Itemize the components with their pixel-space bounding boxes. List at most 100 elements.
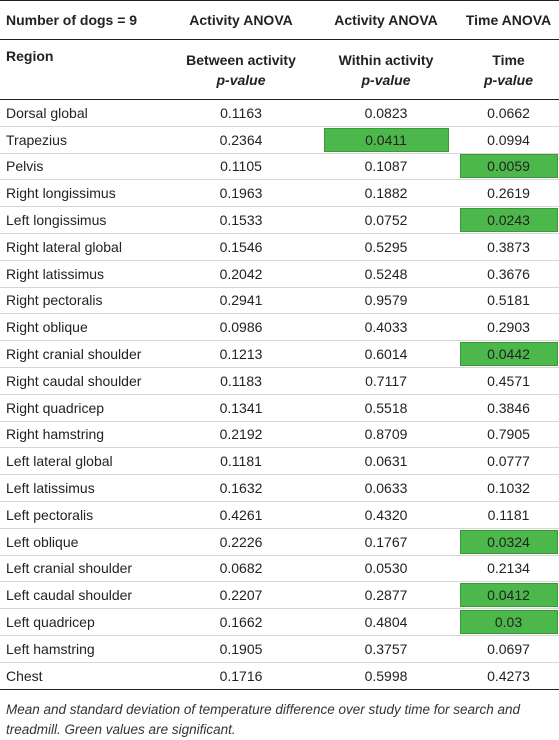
- table-row: Right lateral global 0.1546 0.5295 0.3873: [0, 233, 559, 261]
- between-activity-pvalue-cell: 0.1533: [168, 206, 314, 234]
- between-activity-pvalue-cell: 0.1632: [168, 474, 314, 502]
- region-cell: Left oblique: [0, 528, 168, 556]
- region-cell: Left longissimus: [0, 206, 168, 234]
- within-activity-pvalue-cell: 0.0633: [314, 474, 458, 502]
- time-pvalue-cell: 0.4273: [458, 662, 559, 690]
- region-cell: Left cranial shoulder: [0, 555, 168, 583]
- table-row: Left lateral global 0.1181 0.0631 0.0777: [0, 447, 559, 476]
- region-cell: Left hamstring: [0, 635, 168, 663]
- within-activity-pvalue-cell: 0.5998: [314, 662, 458, 690]
- table-row: Trapezius 0.2364 0.0411 0.0994: [0, 126, 559, 154]
- table-row: Left hamstring 0.1905 0.3757 0.0697: [0, 635, 559, 663]
- between-activity-pvalue-cell: 0.1963: [168, 179, 314, 208]
- table-row: Right pectoralis 0.2941 0.9579 0.5181: [0, 287, 559, 315]
- within-activity-pvalue-cell: 0.0823: [314, 99, 458, 127]
- header-pvalue-label: p-value: [483, 71, 533, 88]
- header-activity-anova-between: Activity ANOVA: [168, 0, 314, 40]
- table-row: Left latissimus 0.1632 0.0633 0.1032: [0, 474, 559, 502]
- time-pvalue-cell: 0.3873: [458, 233, 559, 261]
- between-activity-pvalue-cell: 0.1105: [168, 153, 314, 181]
- header-between-activity: Between activity p-value: [168, 39, 314, 100]
- within-activity-pvalue-cell: 0.1087: [314, 153, 458, 181]
- time-pvalue-cell: 0.0777: [458, 447, 559, 476]
- between-activity-pvalue-cell: 0.0682: [168, 555, 314, 583]
- header-pvalue-label: p-value: [361, 71, 411, 88]
- between-activity-pvalue-cell: 0.2226: [168, 528, 314, 556]
- region-cell: Right cranial shoulder: [0, 340, 168, 368]
- table-row: Chest 0.1716 0.5998 0.4273: [0, 662, 559, 690]
- header-dog-count: Number of dogs = 9: [0, 0, 168, 40]
- table-row: Right cranial shoulder 0.1213 0.6014 0.0442: [0, 340, 559, 368]
- within-activity-pvalue-cell: 0.5518: [314, 394, 458, 422]
- time-pvalue-cell: 0.03: [458, 608, 559, 636]
- header-within-activity-label: Within activity: [338, 51, 434, 68]
- header-time-anova: Time ANOVA: [458, 0, 559, 40]
- header-between-activity-label: Between activity: [186, 51, 296, 68]
- time-pvalue-cell: 0.0412: [458, 581, 559, 610]
- significant-value-highlight: 0.0059: [459, 154, 558, 179]
- between-activity-pvalue-cell: 0.1213: [168, 340, 314, 368]
- region-cell: Trapezius: [0, 126, 168, 154]
- region-cell: Right caudal shoulder: [0, 367, 168, 395]
- significant-value-highlight: 0.0324: [459, 529, 558, 554]
- header-region: Region: [0, 39, 168, 100]
- region-cell: Right latissimus: [0, 260, 168, 288]
- region-cell: Right oblique: [0, 313, 168, 342]
- within-activity-pvalue-cell: 0.3757: [314, 635, 458, 663]
- region-cell: Pelvis: [0, 153, 168, 181]
- within-activity-pvalue-cell: 0.7117: [314, 367, 458, 395]
- region-cell: Right quadricep: [0, 394, 168, 422]
- significant-value-highlight: 0.0243: [459, 208, 558, 233]
- region-cell: Right pectoralis: [0, 287, 168, 315]
- within-activity-pvalue-cell: 0.0411: [314, 126, 458, 154]
- region-cell: Left caudal shoulder: [0, 581, 168, 610]
- table-caption: Mean and standard deviation of temperatu…: [6, 701, 521, 737]
- within-activity-pvalue-cell: 0.0752: [314, 206, 458, 234]
- time-pvalue-cell: 0.0243: [458, 206, 559, 234]
- time-pvalue-cell: 0.2619: [458, 179, 559, 208]
- time-pvalue-cell: 0.0442: [458, 340, 559, 368]
- significant-value-highlight: 0.0442: [459, 342, 558, 367]
- time-pvalue-cell: 0.2903: [458, 313, 559, 342]
- time-pvalue-cell: 0.0697: [458, 635, 559, 663]
- within-activity-pvalue-cell: 0.0631: [314, 447, 458, 476]
- time-pvalue-cell: 0.0059: [458, 153, 559, 181]
- table-body: Dorsal global 0.1163 0.0823 0.0662 Trapezius…: [0, 99, 559, 690]
- region-cell: Left latissimus: [0, 474, 168, 502]
- region-cell: Right lateral global: [0, 233, 168, 261]
- between-activity-pvalue-cell: 0.0986: [168, 313, 314, 342]
- table-row: Left pectoralis 0.4261 0.4320 0.1181: [0, 501, 559, 529]
- table-row: Right longissimus 0.1963 0.1882 0.2619: [0, 179, 559, 208]
- table-row: Left cranial shoulder 0.0682 0.0530 0.2134: [0, 555, 559, 583]
- time-pvalue-cell: 0.3676: [458, 260, 559, 288]
- time-pvalue-cell: 0.3846: [458, 394, 559, 422]
- within-activity-pvalue-cell: 0.2877: [314, 581, 458, 610]
- within-activity-pvalue-cell: 0.4804: [314, 608, 458, 636]
- region-cell: Right longissimus: [0, 179, 168, 208]
- header-time: Time p-value: [458, 39, 559, 100]
- significant-value-highlight: 0.03: [459, 610, 558, 635]
- region-cell: Left quadricep: [0, 608, 168, 636]
- table-row: Pelvis 0.1105 0.1087 0.0059: [0, 153, 559, 181]
- region-cell: Chest: [0, 662, 168, 690]
- anova-table: Number of dogs = 9 Activity ANOVA Activi…: [0, 0, 559, 690]
- table-row: Right caudal shoulder 0.1183 0.7117 0.4571: [0, 367, 559, 395]
- within-activity-pvalue-cell: 0.6014: [314, 340, 458, 368]
- header-within-activity: Within activity p-value: [314, 39, 458, 100]
- header-time-label: Time: [492, 51, 525, 68]
- time-pvalue-cell: 0.4571: [458, 367, 559, 395]
- time-pvalue-cell: 0.0994: [458, 126, 559, 154]
- table-row: Right hamstring 0.2192 0.8709 0.7905: [0, 421, 559, 449]
- between-activity-pvalue-cell: 0.1341: [168, 394, 314, 422]
- between-activity-pvalue-cell: 0.2207: [168, 581, 314, 610]
- table-row: Right oblique 0.0986 0.4033 0.2903: [0, 313, 559, 342]
- table-row: Left oblique 0.2226 0.1767 0.0324: [0, 528, 559, 556]
- within-activity-pvalue-cell: 0.8709: [314, 421, 458, 449]
- time-pvalue-cell: 0.2134: [458, 555, 559, 583]
- time-pvalue-cell: 0.7905: [458, 421, 559, 449]
- within-activity-pvalue-cell: 0.4320: [314, 501, 458, 529]
- region-cell: Right hamstring: [0, 421, 168, 449]
- region-cell: Left lateral global: [0, 447, 168, 476]
- within-activity-pvalue-cell: 0.1767: [314, 528, 458, 556]
- between-activity-pvalue-cell: 0.1716: [168, 662, 314, 690]
